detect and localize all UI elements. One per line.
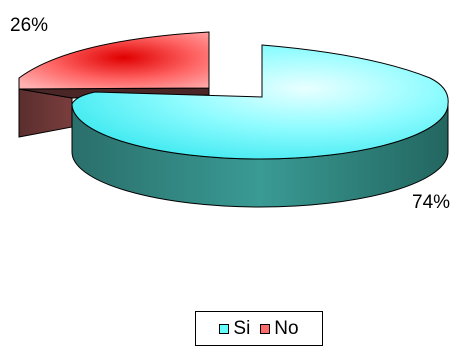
- slice-si-top: [71, 44, 449, 160]
- legend-entry-no: No: [257, 318, 301, 340]
- data-label-si: 74%: [412, 192, 451, 213]
- legend-entry-si: Si: [216, 318, 253, 340]
- legend: Si No: [195, 311, 323, 346]
- data-label-no: 26%: [10, 15, 49, 36]
- slice-si: [71, 44, 449, 208]
- legend-label-no: No: [274, 317, 299, 339]
- legend-label-si: Si: [233, 317, 251, 339]
- slice-no-top: [18, 31, 210, 90]
- legend-swatch-no: [260, 323, 271, 334]
- legend-swatch-si: [219, 323, 230, 334]
